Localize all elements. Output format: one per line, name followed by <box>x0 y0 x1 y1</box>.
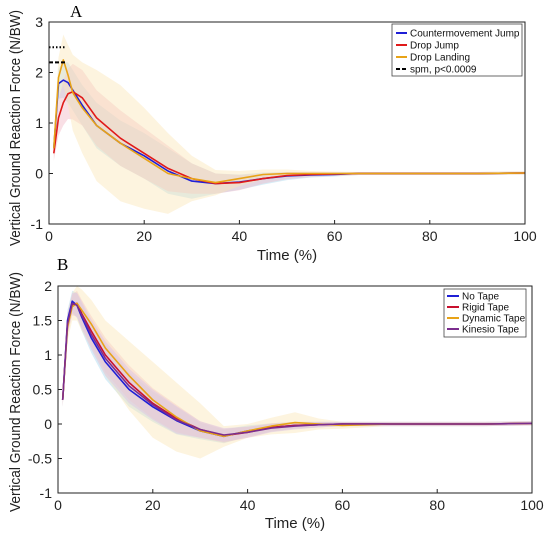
legend-label-no-tape: No Tape <box>462 292 500 303</box>
panel-a-x-ticks: 0 20 40 60 80 100 <box>45 220 537 244</box>
panel-b-y-tick-label: 1.5 <box>33 313 53 329</box>
panel-a-y-tick-label: 3 <box>35 14 43 30</box>
panel-b-band-dynamic-tape <box>62 286 532 459</box>
panel-b-line-kinesio-tape <box>61 302 533 436</box>
panel-b-x-tick-label: 100 <box>520 497 544 513</box>
panel-b-x-axis-label: Time (%) <box>265 515 325 532</box>
panel-a-x-axis-label: Time (%) <box>257 247 317 264</box>
panel-a-x-tick-label: 60 <box>327 228 343 244</box>
panel-a-y-tick-label: -1 <box>31 216 44 232</box>
panel-a-y-tick-label: 0 <box>35 166 43 182</box>
panel-b-y-axis-label: Vertical Ground Reaction Force (N/BW) <box>7 272 24 512</box>
panel-b-y-tick-label: -0.5 <box>28 451 52 467</box>
legend-label-rigid-tape: Rigid Tape <box>462 303 510 314</box>
panel-a-x-tick-label: 0 <box>45 228 53 244</box>
panel-a-x-tick-label: 40 <box>232 228 248 244</box>
panel-a-x-tick-label: 20 <box>136 228 152 244</box>
panel-b-y-tick-label: 0 <box>44 416 52 432</box>
panel-a-line-drop-landing <box>53 59 526 184</box>
panel-a-spm-marks <box>49 46 66 64</box>
panel-b-sd-bands <box>62 286 532 459</box>
panel-b-y-tick-label: 1 <box>44 347 52 363</box>
panel-a-y-tick-label: 1 <box>35 115 43 131</box>
panel-b-chart: B 0 20 40 60 80 100 -1-0.500.511.52 Time (%) … <box>7 255 544 532</box>
panel-a-label: A <box>70 2 83 21</box>
panel-a-legend-box <box>391 23 523 77</box>
panel-b-y-ticks: -1 -0.5 0 0.5 1 1.5 2 <box>28 278 62 501</box>
legend-label-countermovement-jump: Countermovement Jump <box>410 29 520 40</box>
panel-a-band-countermovement-jump <box>53 62 526 199</box>
legend-label-spm: spm, p<0.0009 <box>410 65 477 76</box>
panel-a-y-tick-label: 2 <box>35 65 43 81</box>
panel-b-y-tick-label: 0.5 <box>33 382 53 398</box>
legend-label-dynamic-tape: Dynamic Tape <box>462 314 526 325</box>
panel-a-x-tick-label: 80 <box>422 228 438 244</box>
panel-b-series-lines <box>61 300 533 438</box>
panel-b-x-tick-label: 60 <box>335 497 351 513</box>
panel-a-legend: Countermovement Jump Drop Jump Drop Land… <box>391 23 523 77</box>
panel-b-x-ticks: 0 20 40 60 80 100 <box>54 489 544 513</box>
panel-b-y-tick-label: 2 <box>44 278 52 294</box>
panel-b-label: B <box>57 255 68 274</box>
panel-a-x-tick-label: 100 <box>513 228 537 244</box>
panel-a-y-ticks: -1 0 1 2 3 <box>31 14 53 232</box>
panel-b-x-tick-label: 80 <box>429 497 445 513</box>
panel-b-y-tick-label: -1 <box>40 485 53 501</box>
legend-label-drop-jump: Drop Jump <box>410 41 459 52</box>
panel-a-series-lines <box>53 59 526 185</box>
panel-b-x-tick-label: 0 <box>54 497 62 513</box>
panel-a-y-axis-label: Vertical Ground Reaction Force (N/BW) <box>7 10 24 246</box>
panel-a-band-drop-jump <box>53 63 526 194</box>
legend-label-kinesio-tape: Kinesio Tape <box>462 325 520 336</box>
panel-b-legend: No Tape Rigid Tape Dynamic Tape Kinesio … <box>443 288 527 338</box>
legend-label-drop-landing: Drop Landing <box>410 53 470 64</box>
panel-b-x-tick-label: 20 <box>145 497 161 513</box>
panel-b-x-tick-label: 40 <box>240 497 256 513</box>
